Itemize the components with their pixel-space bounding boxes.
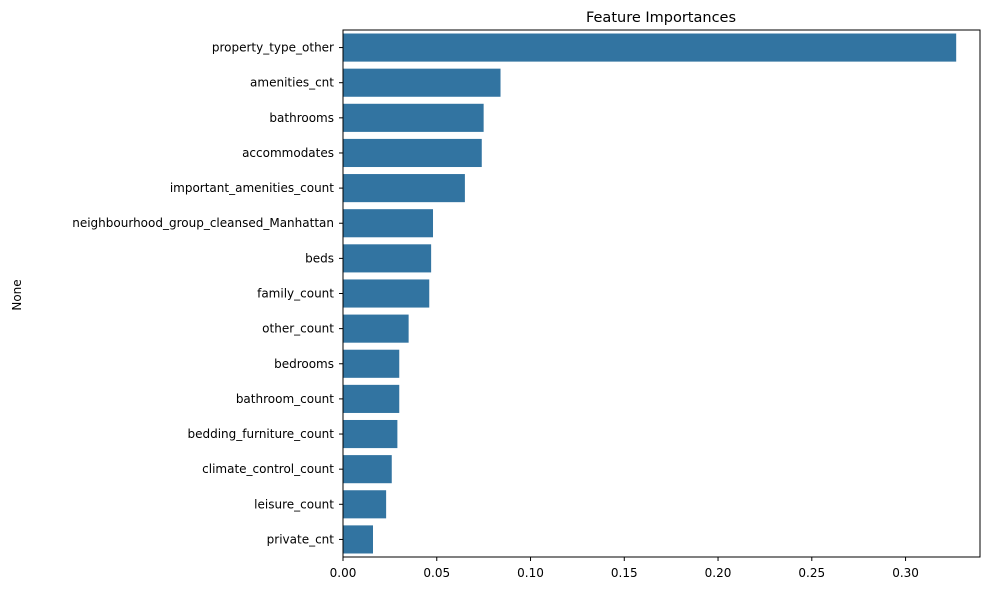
y-tick-label: bedding_furniture_count [187, 427, 334, 441]
x-tick-layer: 0.00 0.05 0.10 0.15 0.20 0.25 0.30 [330, 557, 919, 580]
bar [343, 174, 465, 203]
bar [343, 138, 482, 168]
bar [343, 33, 957, 62]
y-tick-label: private_cnt [267, 532, 335, 546]
bar [343, 68, 501, 97]
y-tick-label: family_count [257, 287, 334, 301]
bar [343, 490, 387, 519]
y-tick-label: climate_control_count [202, 462, 334, 476]
x-tick-label: 0.20 [705, 566, 732, 580]
y-tick-label: accommodates [242, 146, 334, 160]
y-tick-label: leisure_count [254, 497, 334, 511]
bar [343, 455, 392, 484]
x-tick-label: 0.00 [330, 566, 357, 580]
bar [343, 314, 409, 343]
bar [343, 525, 373, 554]
x-tick-label: 0.30 [892, 566, 919, 580]
y-tick-label: beds [305, 251, 334, 265]
x-tick-label: 0.10 [517, 566, 544, 580]
bar [343, 384, 400, 413]
bar [343, 244, 432, 273]
y-axis-label: None [10, 279, 24, 310]
y-tick-layer: property_type_other amenities_cnt bathroom… [72, 41, 343, 546]
x-tick-label: 0.15 [611, 566, 638, 580]
y-tick-label: neighbourhood_group_cleansed_Manhattan [72, 216, 334, 230]
x-tick-label: 0.05 [423, 566, 450, 580]
bar [343, 349, 400, 378]
y-tick-label: important_amenities_count [170, 181, 334, 195]
x-tick-label: 0.25 [798, 566, 825, 580]
bar [343, 419, 398, 449]
bar [343, 209, 434, 238]
y-tick-label: other_count [262, 322, 334, 336]
y-tick-label: amenities_cnt [250, 76, 334, 90]
chart-title: Feature Importances [586, 10, 736, 26]
bar [343, 279, 430, 308]
y-tick-label: bathrooms [269, 111, 334, 125]
plot-frame [342, 29, 981, 558]
bars-layer [343, 33, 957, 554]
bar [343, 103, 484, 132]
y-tick-label: property_type_other [212, 41, 334, 55]
y-tick-label: bedrooms [274, 357, 334, 371]
y-tick-label: bathroom_count [236, 392, 334, 406]
